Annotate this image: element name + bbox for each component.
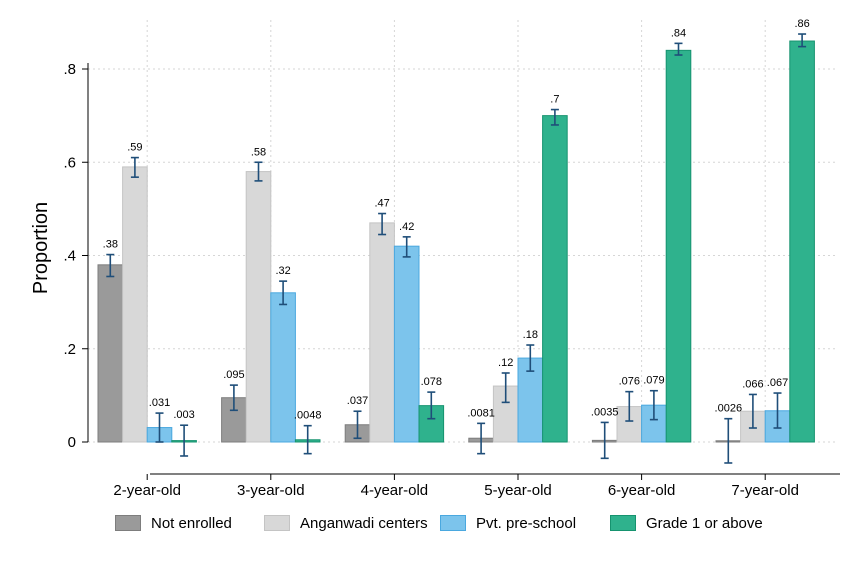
bar <box>517 357 544 443</box>
data-label: .59 <box>127 142 142 154</box>
error-bar <box>501 372 510 404</box>
bar <box>393 245 420 443</box>
error-bar <box>155 412 164 443</box>
error-bar <box>477 422 486 455</box>
bar <box>369 222 395 443</box>
legend-item: Pvt. pre-school <box>440 508 576 538</box>
legend-item: Anganwadi centers <box>264 508 428 538</box>
legend-swatch <box>115 515 141 531</box>
data-label: .078 <box>421 376 442 388</box>
bar <box>270 292 296 443</box>
error-bar <box>427 391 436 420</box>
error-bar <box>303 424 312 455</box>
data-label: .066 <box>742 378 763 390</box>
legend-swatch <box>610 515 636 531</box>
data-label: .0081 <box>467 407 495 419</box>
error-bar <box>773 392 782 429</box>
error-bar <box>724 417 733 464</box>
error-bar <box>674 42 683 56</box>
data-label: .076 <box>619 376 640 388</box>
x-tick-label: 2-year-old <box>113 482 181 499</box>
error-bar <box>526 344 535 372</box>
bar <box>245 171 272 443</box>
legend-swatch <box>264 515 290 531</box>
bar <box>542 115 568 443</box>
gridlines <box>88 20 838 443</box>
error-bar <box>649 389 658 421</box>
data-label: .47 <box>374 198 389 210</box>
x-tick-label: 7-year-old <box>731 482 799 499</box>
x-tick-label: 6-year-old <box>608 482 676 499</box>
error-bar <box>279 280 288 306</box>
error-bar <box>254 161 263 182</box>
error-bar <box>180 424 189 457</box>
data-label: .58 <box>251 146 266 158</box>
data-label: .031 <box>149 397 170 409</box>
data-label: .86 <box>794 18 809 30</box>
error-bar <box>798 33 807 48</box>
legend: Not enrolled Anganwadi centers Pvt. pre-sc… <box>0 508 850 538</box>
y-tick-label: .4 <box>63 248 76 265</box>
error-bar <box>130 156 139 178</box>
legend-label: Grade 1 or above <box>646 514 763 532</box>
data-label: .38 <box>103 239 118 251</box>
y-tick-label: 0 <box>68 434 76 451</box>
error-bar <box>550 108 559 126</box>
data-label: .0035 <box>591 406 619 418</box>
bar <box>789 40 815 443</box>
bar <box>97 264 124 443</box>
data-label: .42 <box>399 221 414 233</box>
error-bar <box>378 212 387 236</box>
error-bar <box>402 236 411 258</box>
data-label: .095 <box>223 369 244 381</box>
data-label: .003 <box>173 409 194 421</box>
x-tick-label: 3-year-old <box>237 482 305 499</box>
bar <box>665 49 692 443</box>
data-label: .067 <box>767 377 788 389</box>
error-bars <box>106 33 807 464</box>
legend-label: Pvt. pre-school <box>476 514 577 532</box>
error-bar <box>600 421 609 460</box>
legend-item: Not enrolled <box>115 508 232 538</box>
legend-label: Anganwadi centers <box>300 514 428 532</box>
error-bar <box>106 253 115 278</box>
legend-swatch <box>440 515 466 531</box>
data-label: .037 <box>347 395 368 407</box>
x-tick-label: 4-year-old <box>361 482 429 499</box>
y-tick-label: .6 <box>63 154 76 171</box>
error-bar <box>229 384 238 412</box>
data-label: .0048 <box>294 410 322 422</box>
error-bar <box>748 393 757 429</box>
data-label: .84 <box>671 27 686 39</box>
x-tick-label: 5-year-old <box>484 482 552 499</box>
data-label: .12 <box>498 357 513 369</box>
legend-item: Grade 1 or above <box>610 508 763 538</box>
data-label: .079 <box>643 375 664 387</box>
bars <box>97 40 815 443</box>
data-label: .18 <box>523 329 538 341</box>
y-axis-label: Proportion <box>30 202 52 294</box>
error-bar <box>353 410 362 440</box>
y-tick-label: .8 <box>63 61 76 78</box>
bar <box>122 166 148 443</box>
data-label: .0026 <box>715 403 743 415</box>
data-label: .7 <box>550 94 559 106</box>
data-labels: .38 .095 .037 .0081 .0035 .0026 .59 .58 .47 .12 .0… <box>103 18 810 422</box>
data-label: .32 <box>275 265 290 277</box>
axes: 0 .2 .4 .6 .8 2-year-old 3-year-old 4-year-old 5… <box>63 61 840 499</box>
y-tick-label: .2 <box>63 341 76 358</box>
error-bar <box>625 390 634 422</box>
legend-label: Not enrolled <box>151 514 232 532</box>
